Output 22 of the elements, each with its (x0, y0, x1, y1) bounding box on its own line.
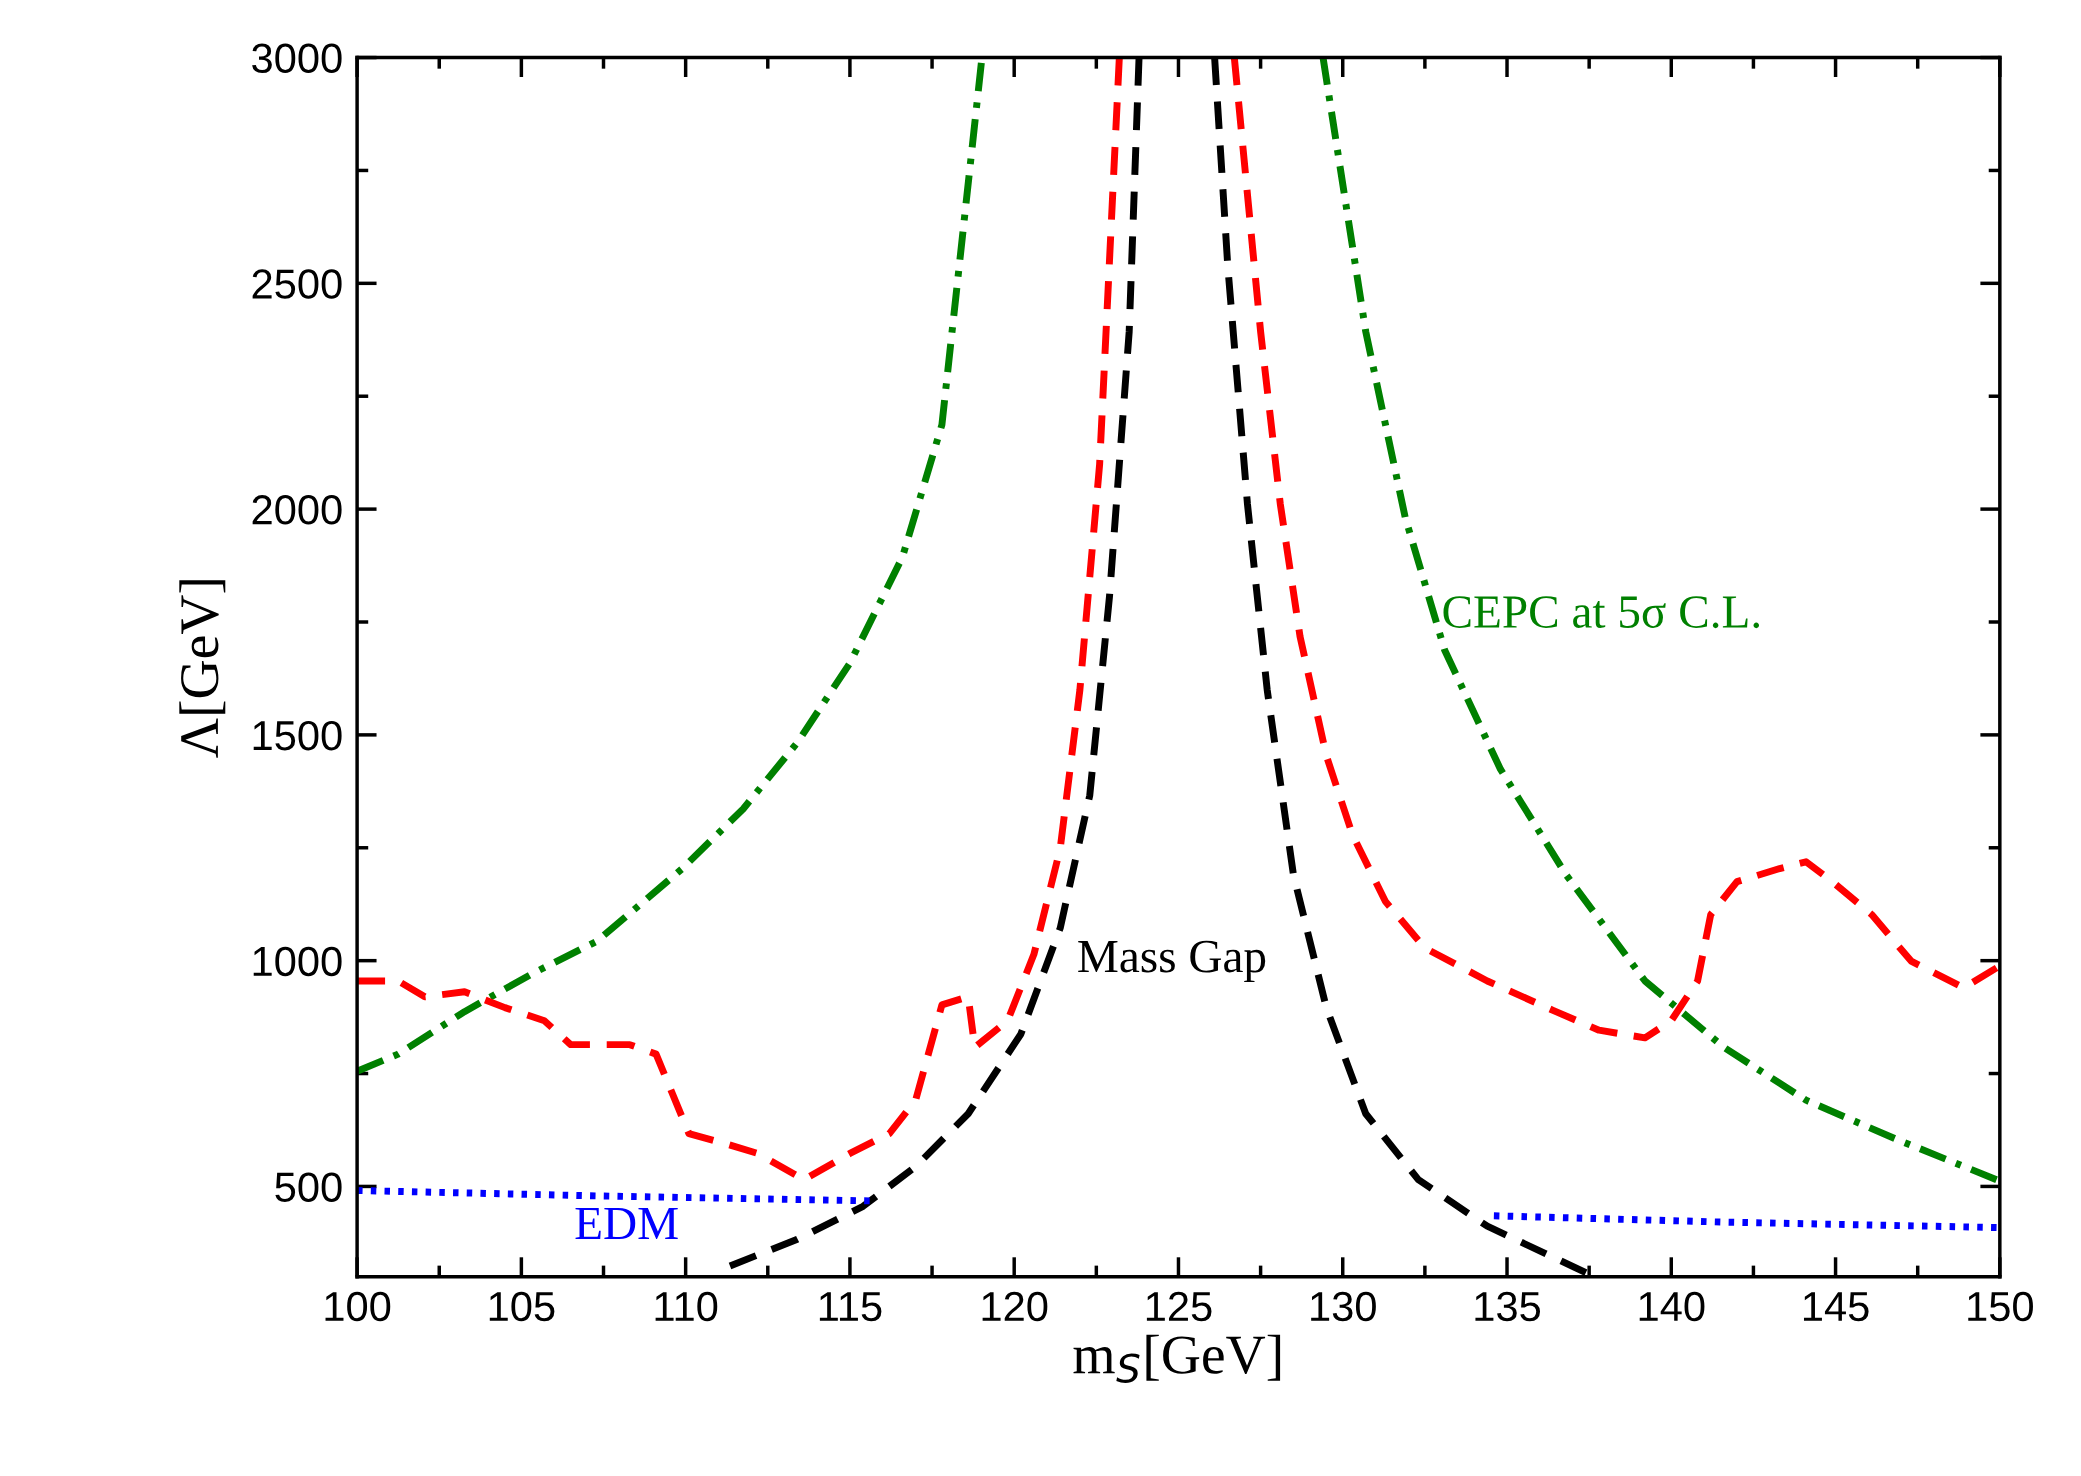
x-tick-label: 145 (1803, 1292, 1869, 1322)
x-tick-label: 115 (819, 1292, 882, 1322)
x-tick-label: 130 (1311, 1291, 1376, 1322)
x-tick-label: 135 (1475, 1291, 1541, 1322)
y-tick-label: 3000 (252, 43, 342, 74)
x-tick-label: 125 (1146, 1291, 1212, 1322)
x-tick-label: 120 (982, 1291, 1048, 1322)
annotation: Mass Gap (1078, 940, 1266, 983)
x-tick-label: 140 (1639, 1291, 1705, 1322)
x-tick-label: 150 (1968, 1291, 2033, 1322)
y-tick-label: 2500 (252, 269, 342, 299)
y-tick-label: 1500 (253, 720, 342, 751)
annotation: CEPC at 5σ C.L. (1443, 596, 1760, 629)
x-axis-title: m$_{S}$[GeV] (1073, 1334, 1281, 1383)
y-tick-label: 1000 (253, 946, 342, 977)
x-tick-label: 100 (325, 1291, 391, 1322)
y-tick-label: 500 (275, 1172, 342, 1202)
y-axis-title: Λ[GeV] (179, 580, 226, 758)
annotation: EDM (575, 1207, 678, 1239)
x-tick-label: 105 (489, 1291, 555, 1322)
y-tick-label: 2000 (252, 495, 342, 525)
x-tick-label: 110 (655, 1291, 718, 1322)
